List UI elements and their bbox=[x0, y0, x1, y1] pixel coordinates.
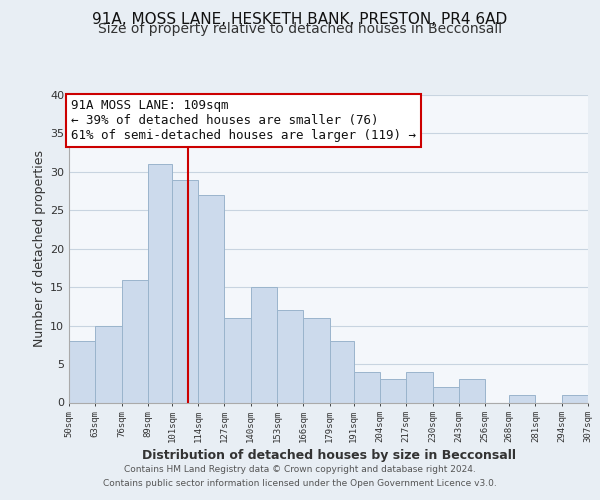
X-axis label: Distribution of detached houses by size in Becconsall: Distribution of detached houses by size … bbox=[142, 450, 515, 462]
Bar bbox=[224, 318, 251, 402]
Bar bbox=[172, 180, 198, 402]
Bar bbox=[303, 318, 329, 402]
Bar bbox=[406, 372, 433, 402]
Text: 91A MOSS LANE: 109sqm
← 39% of detached houses are smaller (76)
61% of semi-deta: 91A MOSS LANE: 109sqm ← 39% of detached … bbox=[71, 99, 416, 142]
Bar bbox=[198, 195, 224, 402]
Bar bbox=[148, 164, 172, 402]
Text: Size of property relative to detached houses in Becconsall: Size of property relative to detached ho… bbox=[98, 22, 502, 36]
Bar bbox=[329, 341, 354, 402]
Text: 91A, MOSS LANE, HESKETH BANK, PRESTON, PR4 6AD: 91A, MOSS LANE, HESKETH BANK, PRESTON, P… bbox=[92, 12, 508, 28]
Bar bbox=[251, 287, 277, 403]
Bar bbox=[509, 395, 535, 402]
Bar bbox=[122, 280, 148, 402]
Bar bbox=[562, 395, 588, 402]
Y-axis label: Number of detached properties: Number of detached properties bbox=[33, 150, 46, 347]
Bar bbox=[69, 341, 95, 402]
Bar bbox=[459, 380, 485, 402]
Bar bbox=[277, 310, 303, 402]
Bar bbox=[95, 326, 122, 402]
Bar bbox=[354, 372, 380, 402]
Bar bbox=[433, 387, 459, 402]
Bar bbox=[380, 380, 406, 402]
Text: Contains HM Land Registry data © Crown copyright and database right 2024.
Contai: Contains HM Land Registry data © Crown c… bbox=[103, 466, 497, 487]
